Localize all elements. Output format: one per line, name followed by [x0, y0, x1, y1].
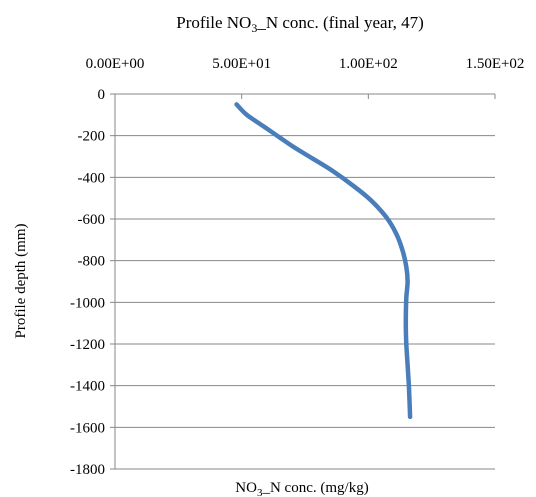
data-series — [234, 102, 413, 420]
axes — [110, 93, 496, 470]
x-axis-label: NO3_N conc. (mg/kg) — [235, 480, 368, 497]
x-tick-label-3: 1.50E+02 — [466, 56, 525, 72]
y-tick-labels: 0 -200 -400 -600 -800 -1000 -1200 -1400 -1600 -18… — [70, 87, 105, 478]
y-tick-label-8: -1600 — [70, 420, 105, 436]
y-tick-label-6: -1200 — [70, 337, 105, 353]
y-axis-label: Profile depth (mm) — [13, 224, 29, 339]
x-tick-label-1: 5.00E+01 — [212, 56, 271, 72]
x-tick-label-2: 1.00E+02 — [339, 56, 398, 72]
x-tick-labels: 0.00E+00 5.00E+01 1.00E+02 1.50E+02 — [86, 56, 525, 72]
y-tick-label-4: -800 — [78, 254, 106, 270]
y-tick-label-1: -200 — [78, 129, 106, 145]
y-tick-label-3: -600 — [78, 212, 106, 228]
y-tick-label-2: -400 — [78, 170, 106, 186]
chart-title: Profile NO3_N conc. (final year, 47) — [176, 13, 424, 35]
y-tick-label-7: -1400 — [70, 379, 105, 395]
grid-lines — [115, 135, 495, 470]
y-tick-label-0: 0 — [98, 87, 106, 103]
y-tick-label-5: -1000 — [70, 295, 105, 311]
series-line-0 — [234, 102, 413, 420]
y-tick-label-9: -1800 — [70, 462, 105, 478]
x-tick-label-0: 0.00E+00 — [86, 56, 145, 72]
